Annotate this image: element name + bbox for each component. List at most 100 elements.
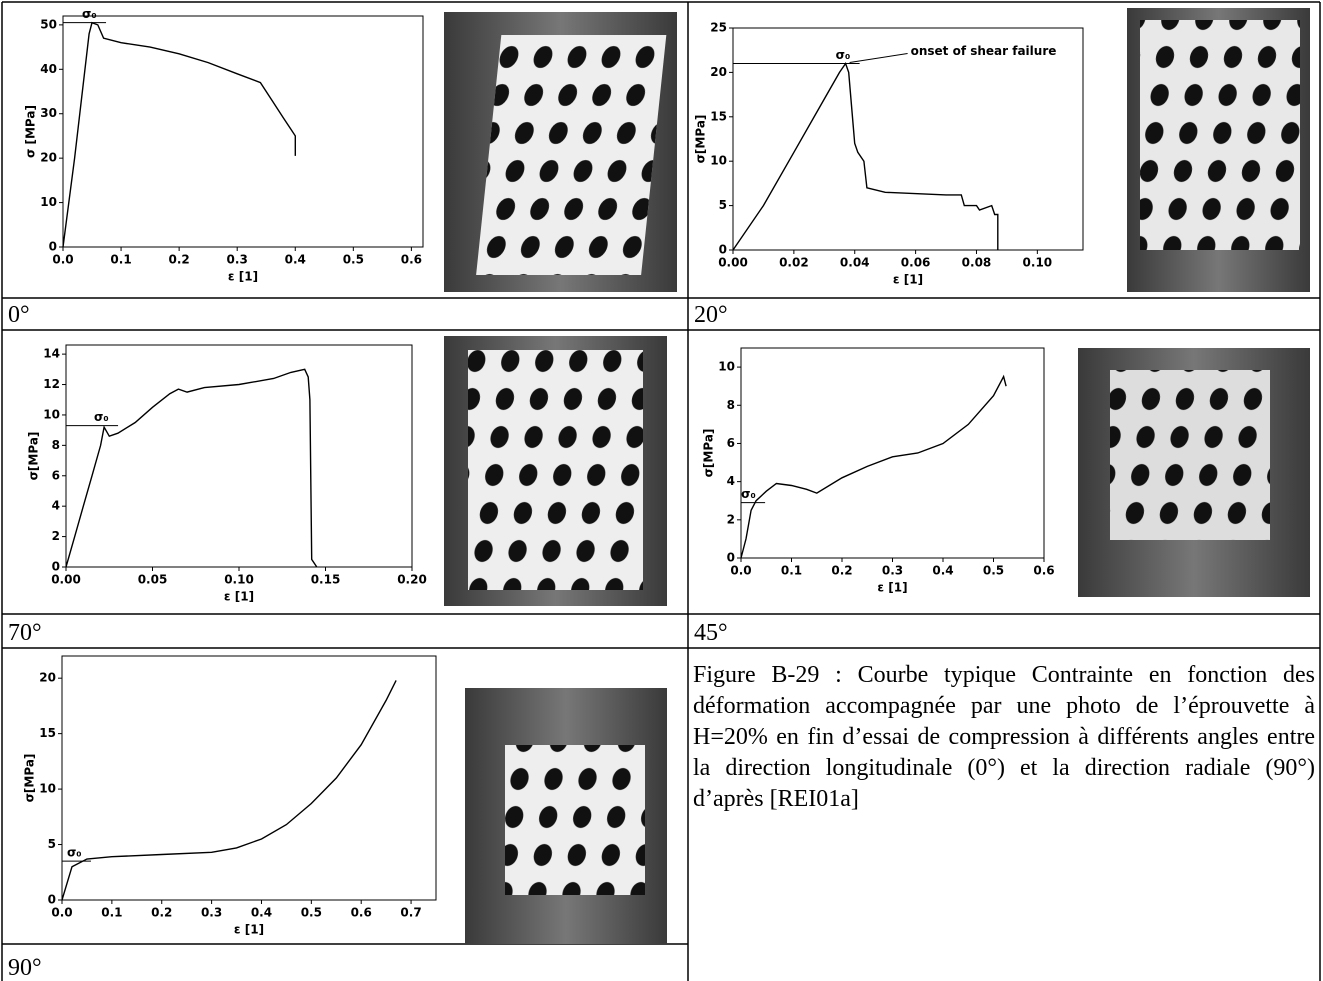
plot-frame bbox=[740, 347, 1045, 559]
x-tick-label: 0.0 bbox=[730, 564, 751, 578]
x-tick-label: 0.00 bbox=[51, 573, 81, 587]
y-tick-label: 6 bbox=[52, 468, 60, 482]
x-tick-label: 0.3 bbox=[882, 564, 903, 578]
peak-label: σ₀ bbox=[67, 846, 82, 860]
y-tick-label: 6 bbox=[727, 436, 735, 450]
y-axis-label: σ [MPa] bbox=[24, 105, 38, 158]
y-tick-label: 0 bbox=[719, 243, 727, 257]
x-tick-label: 0.04 bbox=[840, 256, 870, 270]
x-tick-label: 0.5 bbox=[343, 253, 364, 267]
panel-label: 0° bbox=[8, 302, 30, 328]
y-axis-label: σ[MPa] bbox=[702, 429, 716, 478]
x-tick-label: 0.7 bbox=[400, 906, 421, 920]
y-tick-label: 20 bbox=[40, 151, 57, 165]
x-tick-label: 0.5 bbox=[983, 564, 1004, 578]
x-tick-label: 0.20 bbox=[397, 573, 427, 587]
x-tick-label: 0.6 bbox=[351, 906, 372, 920]
y-tick-label: 15 bbox=[39, 726, 56, 740]
data-line bbox=[732, 61, 999, 251]
plot-frame bbox=[65, 344, 413, 568]
annotation: onset of shear failure bbox=[911, 44, 1057, 58]
y-tick-label: 10 bbox=[710, 154, 727, 168]
panel-label: 90° bbox=[8, 955, 42, 981]
x-tick-label: 0.3 bbox=[201, 906, 222, 920]
y-tick-label: 12 bbox=[43, 377, 60, 391]
y-tick-label: 2 bbox=[52, 529, 60, 543]
x-tick-label: 0.05 bbox=[138, 573, 168, 587]
y-tick-label: 30 bbox=[40, 106, 57, 120]
y-tick-label: 50 bbox=[40, 17, 57, 31]
x-tick-label: 0.0 bbox=[52, 253, 73, 267]
x-tick-label: 0.10 bbox=[224, 573, 254, 587]
y-tick-label: 10 bbox=[43, 407, 60, 421]
x-tick-label: 0.4 bbox=[285, 253, 306, 267]
y-axis-label: σ[MPa] bbox=[27, 432, 41, 481]
x-tick-label: 0.2 bbox=[151, 906, 172, 920]
plot-frame bbox=[62, 15, 424, 248]
x-tick-label: 0.1 bbox=[101, 906, 122, 920]
data-line bbox=[740, 374, 1007, 559]
x-tick-label: 0.2 bbox=[831, 564, 852, 578]
photos bbox=[444, 8, 1310, 944]
x-tick-label: 0.3 bbox=[227, 253, 248, 267]
x-tick-label: 0.4 bbox=[932, 564, 953, 578]
y-tick-label: 8 bbox=[52, 438, 60, 452]
y-tick-label: 25 bbox=[710, 21, 727, 35]
y-tick-label: 10 bbox=[718, 360, 735, 374]
data-line bbox=[65, 368, 318, 568]
y-tick-label: 40 bbox=[40, 62, 57, 76]
y-tick-label: 5 bbox=[719, 198, 727, 212]
y-tick-label: 14 bbox=[43, 347, 60, 361]
x-axis-label: ε [1] bbox=[224, 590, 254, 604]
peak-label: σ₀ bbox=[741, 487, 756, 501]
y-tick-label: 0 bbox=[49, 240, 57, 254]
x-tick-label: 0.08 bbox=[962, 256, 992, 270]
y-tick-label: 10 bbox=[40, 195, 57, 209]
x-axis-label: ε [1] bbox=[234, 923, 264, 937]
annotation-arrow bbox=[849, 53, 908, 64]
panel-label: 20° bbox=[694, 302, 728, 328]
panel-label: 45° bbox=[694, 620, 728, 646]
y-tick-label: 20 bbox=[710, 65, 727, 79]
x-tick-label: 0.06 bbox=[901, 256, 931, 270]
panel-label: 70° bbox=[8, 620, 42, 646]
y-tick-label: 0 bbox=[48, 893, 56, 907]
y-tick-label: 20 bbox=[39, 671, 56, 685]
y-tick-label: 4 bbox=[727, 474, 735, 488]
data-line bbox=[61, 680, 397, 901]
y-tick-label: 8 bbox=[727, 398, 735, 412]
data-line bbox=[62, 21, 296, 248]
peak-label: σ₀ bbox=[836, 48, 851, 62]
x-tick-label: 0.15 bbox=[311, 573, 341, 587]
x-tick-label: 0.1 bbox=[110, 253, 131, 267]
x-tick-label: 0.0 bbox=[51, 906, 72, 920]
y-tick-label: 0 bbox=[52, 560, 60, 574]
y-tick-label: 5 bbox=[48, 837, 56, 851]
plot-frame bbox=[732, 27, 1084, 251]
y-axis-label: σ[MPa] bbox=[23, 754, 37, 803]
x-tick-label: 0.6 bbox=[1033, 564, 1054, 578]
x-tick-label: 0.5 bbox=[301, 906, 322, 920]
x-axis-label: ε [1] bbox=[893, 273, 923, 287]
x-tick-label: 0.02 bbox=[779, 256, 809, 270]
x-tick-label: 0.10 bbox=[1023, 256, 1053, 270]
x-tick-label: 0.2 bbox=[168, 253, 189, 267]
y-tick-label: 15 bbox=[710, 109, 727, 123]
x-axis-label: ε [1] bbox=[877, 581, 907, 595]
peak-label: σ₀ bbox=[82, 7, 97, 21]
x-tick-label: 0.4 bbox=[251, 906, 272, 920]
y-tick-label: 4 bbox=[52, 499, 60, 513]
plot-frame bbox=[61, 655, 437, 901]
y-tick-label: 2 bbox=[727, 512, 735, 526]
x-axis-label: ε [1] bbox=[228, 270, 258, 284]
x-tick-label: 0.1 bbox=[781, 564, 802, 578]
y-axis-label: σ[MPa] bbox=[694, 115, 708, 164]
peak-label: σ₀ bbox=[94, 410, 109, 424]
y-tick-label: 0 bbox=[727, 551, 735, 565]
x-tick-label: 0.6 bbox=[401, 253, 422, 267]
caption: Figure B-29 : Courbe typique Contrainte … bbox=[693, 662, 1315, 812]
y-tick-label: 10 bbox=[39, 782, 56, 796]
